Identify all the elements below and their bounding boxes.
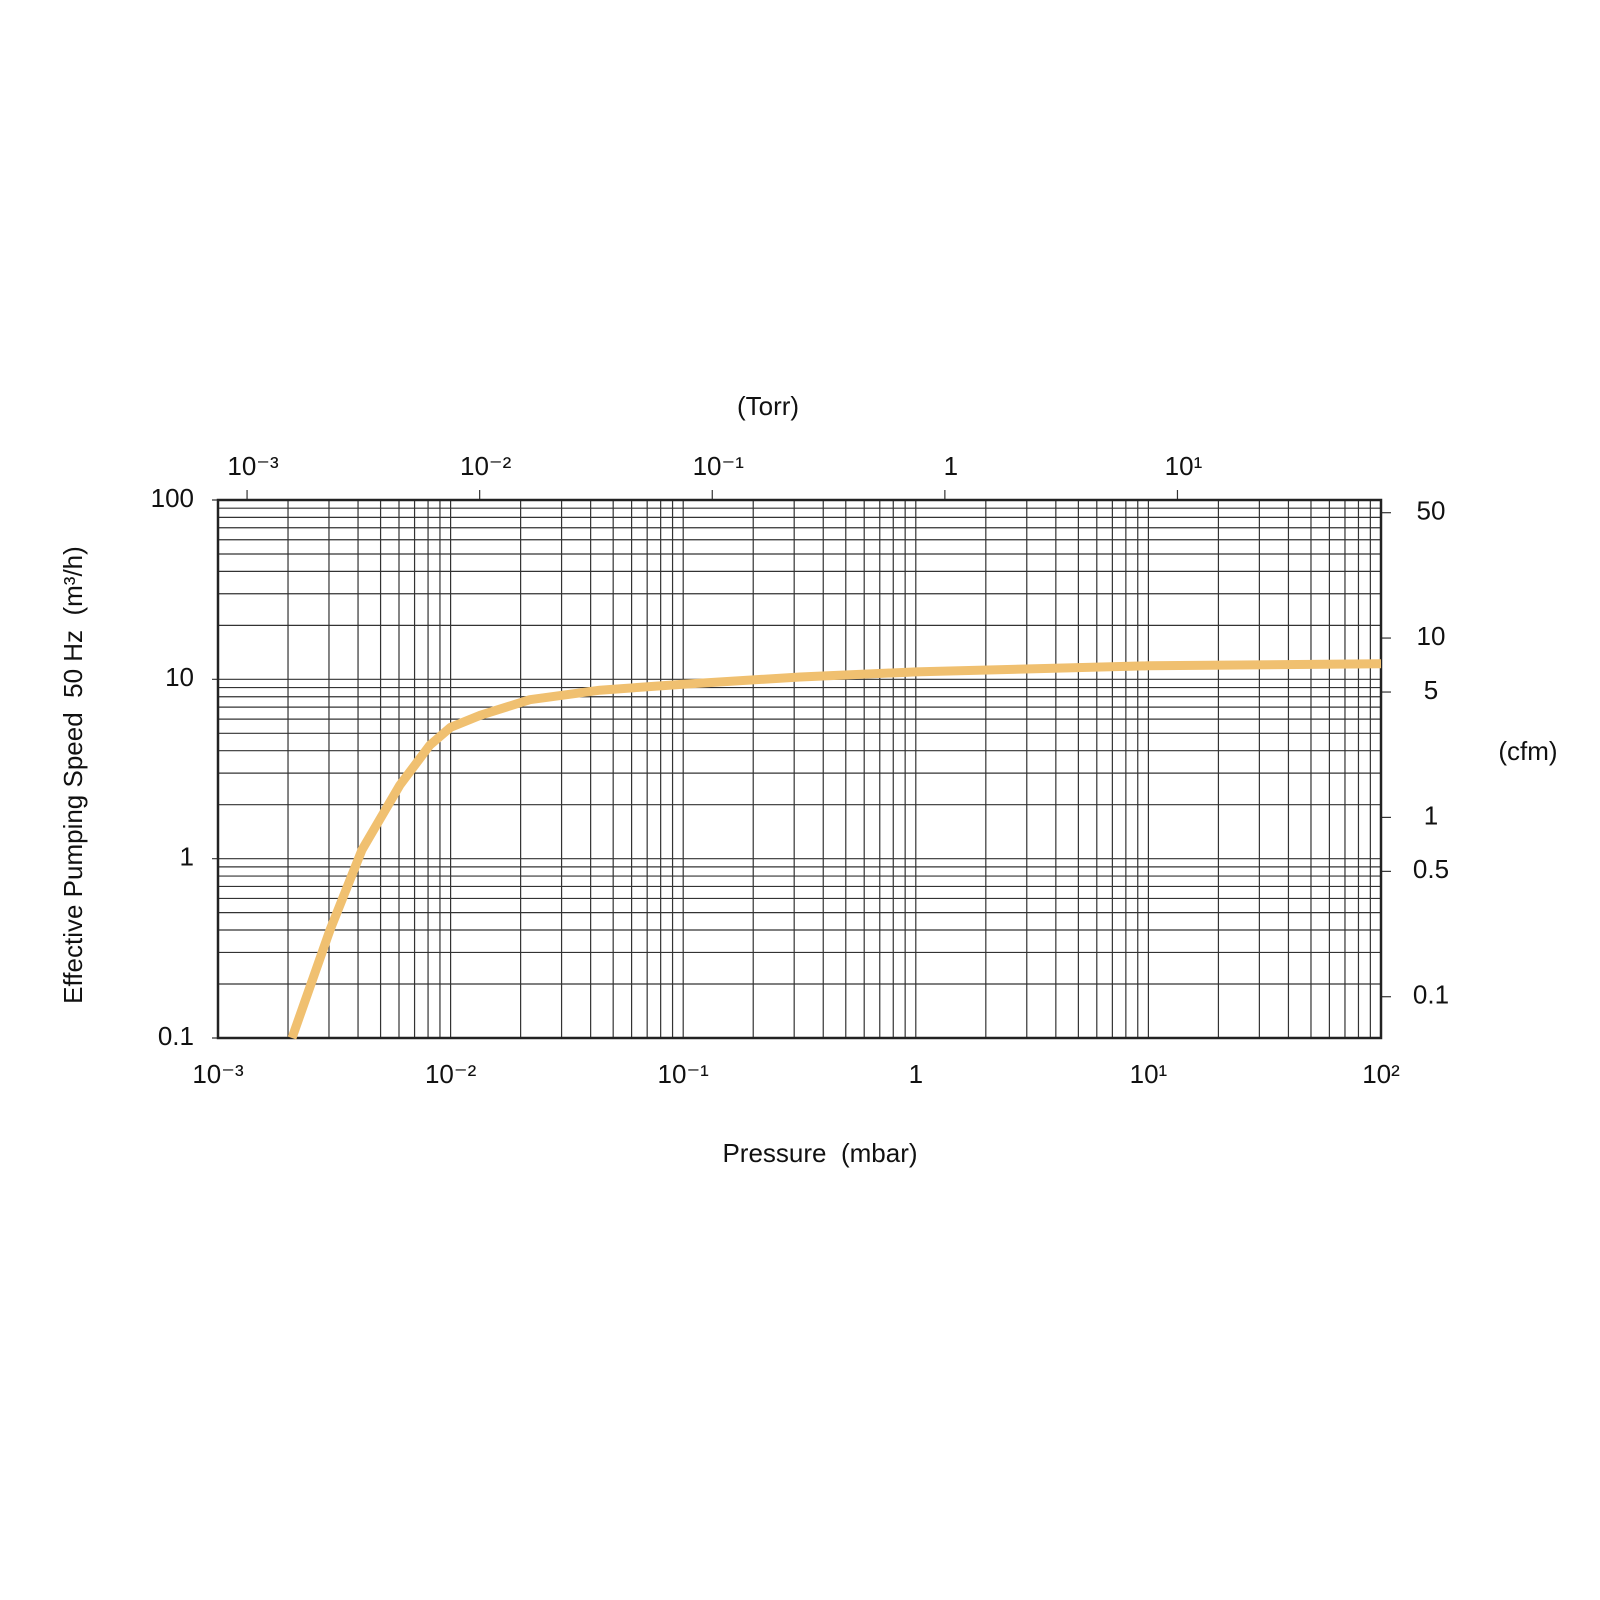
- x2-tick-label: 10⁻¹: [693, 451, 745, 481]
- x-tick-label: 10¹: [1130, 1059, 1168, 1089]
- x2-tick-label: 1: [944, 451, 958, 481]
- y2-axis-label: (cfm): [1498, 736, 1557, 766]
- x-tick-label: 10⁻¹: [658, 1059, 710, 1089]
- x-tick-label: 1: [909, 1059, 923, 1089]
- y2-tick-label: 5: [1424, 675, 1438, 705]
- y2-tick-label: 1: [1424, 800, 1438, 830]
- x-tick-label: 10⁻³: [192, 1059, 244, 1089]
- y2-tick-label: 0.5: [1413, 854, 1449, 884]
- y2-tick-label: 50: [1417, 496, 1446, 526]
- x2-axis-label: (Torr): [737, 391, 799, 421]
- y2-tick-label: 0.1: [1413, 980, 1449, 1010]
- y-tick-label: 1: [180, 842, 194, 872]
- y-tick-label: 100: [151, 483, 194, 513]
- y-axis-label: Effective Pumping Speed 50 Hz (m³/h): [58, 546, 88, 1004]
- x2-tick-label: 10¹: [1165, 451, 1203, 481]
- x-axis-label: Pressure (mbar): [722, 1138, 917, 1168]
- x2-tick-label: 10⁻²: [460, 451, 512, 481]
- plot-frame: [216, 498, 1383, 1040]
- data-line: [287, 659, 1382, 1040]
- x-tick-label: 10⁻²: [425, 1059, 477, 1089]
- y2-tick-label: 10: [1417, 621, 1446, 651]
- y-tick-label: 0.1: [158, 1021, 194, 1051]
- x2-tick-label: 10⁻³: [227, 451, 279, 481]
- y-tick-label: 10: [165, 662, 194, 692]
- x-tick-label: 10²: [1362, 1059, 1400, 1089]
